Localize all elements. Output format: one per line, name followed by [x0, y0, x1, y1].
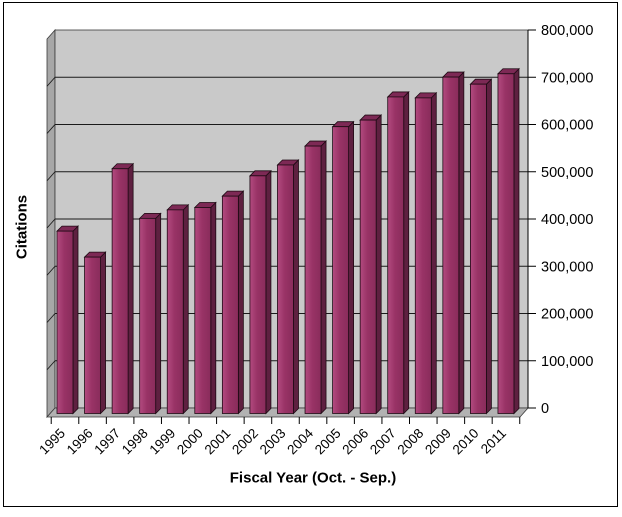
y-tick-label: 500,000 — [541, 165, 593, 181]
bar-1996 — [83, 251, 107, 415]
y-tick-label: 800,000 — [541, 23, 593, 39]
x-tick-label-2011: 2011 — [478, 426, 509, 457]
bar-1999 — [166, 203, 190, 415]
bar-1995 — [56, 225, 79, 415]
bar-side-face — [100, 251, 106, 415]
gridline-sidewall — [46, 124, 56, 134]
bar-side-face — [485, 78, 492, 415]
bar-front-face — [111, 168, 129, 414]
bar-side-face — [237, 190, 244, 415]
bar-side-face — [513, 67, 520, 415]
x-tick-label-2007: 2007 — [367, 426, 399, 458]
y-tick-label: 200,000 — [541, 307, 593, 323]
x-axis-title: Fiscal Year (Oct. - Sep.) — [229, 469, 397, 487]
bars — [56, 67, 520, 415]
y-tick-label: 600,000 — [541, 118, 593, 134]
bar-front-face — [332, 126, 350, 414]
bar-2002 — [248, 169, 272, 415]
bar-front-face — [442, 76, 460, 414]
bar-side-face — [348, 120, 355, 415]
bar-front-face — [249, 175, 267, 414]
bar-2000 — [193, 201, 217, 415]
x-tick-label-2003: 2003 — [257, 426, 289, 458]
bar-2006 — [359, 114, 383, 415]
bar-front-face — [497, 73, 515, 414]
bar-side-face — [182, 203, 189, 415]
x-tick-label-2005: 2005 — [312, 426, 344, 458]
x-tick-label-1998: 1998 — [119, 426, 151, 458]
x-axis-ticks — [50, 417, 521, 424]
bar-side-face — [320, 140, 327, 415]
y-axis-title: Citations — [13, 194, 31, 260]
bar-2008 — [414, 91, 438, 415]
bar-1998 — [138, 212, 162, 415]
bar-front-face — [84, 256, 101, 414]
bar-front-face — [414, 97, 432, 414]
gridline-sidewall — [46, 313, 56, 323]
bar-front-face — [194, 207, 212, 414]
x-tick-label-1997: 1997 — [91, 426, 123, 458]
gridline-sidewall — [46, 218, 56, 229]
x-tick-label-2008: 2008 — [395, 426, 427, 458]
bar-front-face — [166, 209, 184, 414]
bar-front-face — [56, 230, 74, 414]
gridline-sidewall — [46, 171, 56, 182]
x-tick-label-2009: 2009 — [422, 426, 454, 458]
bar-2005 — [331, 120, 355, 415]
y-tick-label: 100,000 — [541, 354, 593, 370]
x-tick-label-2001: 2001 — [202, 426, 234, 458]
bar-side-face — [375, 114, 382, 415]
x-tick-label-1996: 1996 — [64, 426, 96, 458]
x-tick-label-2010: 2010 — [450, 426, 482, 458]
gridline-sidewall — [46, 76, 56, 87]
bar-2010 — [469, 78, 493, 415]
bar-1997 — [111, 162, 135, 415]
bar-side-face — [430, 91, 437, 415]
bar-2009 — [441, 71, 465, 415]
bar-side-face — [127, 162, 134, 415]
bar-front-face — [469, 83, 487, 414]
bar-2007 — [386, 90, 410, 415]
bar-front-face — [304, 145, 322, 414]
bar-2003 — [276, 158, 300, 415]
bar-side-face — [293, 158, 299, 415]
y-tick-label: 700,000 — [541, 70, 593, 86]
bar-2011 — [496, 67, 520, 415]
y-axis: 0 100,000 200,000 300,000 400,000 500,000 600,… — [527, 23, 593, 417]
bar-2001 — [221, 190, 245, 415]
gridline-sidewall — [46, 265, 56, 276]
x-axis-labels: 1995199619971998199920002001200220032004… — [36, 425, 509, 457]
bar-side-face — [210, 201, 217, 415]
bar-side-face — [458, 71, 465, 415]
y-tick-label: 300,000 — [541, 259, 593, 275]
bar-side-face — [72, 225, 79, 415]
x-tick-label-2004: 2004 — [284, 425, 316, 457]
x-tick-label-2002: 2002 — [229, 426, 261, 458]
bar-front-face — [139, 217, 157, 414]
bar-front-face — [387, 96, 405, 414]
x-tick-label-1999: 1999 — [147, 426, 179, 458]
bar-side-face — [403, 90, 410, 415]
bar-side-face — [265, 169, 272, 415]
bar-front-face — [221, 195, 239, 414]
x-tick-label-1995: 1995 — [36, 426, 68, 458]
bar-front-face — [277, 164, 294, 414]
x-tick-label-2006: 2006 — [339, 426, 371, 458]
y-tick-label: 0 — [541, 401, 549, 417]
y-tick-label: 400,000 — [541, 212, 593, 228]
x-tick-label-2000: 2000 — [174, 426, 206, 458]
gridline-sidewall — [46, 360, 56, 371]
bar-front-face — [359, 119, 377, 414]
bar-2004 — [304, 140, 328, 415]
bar-side-face — [155, 212, 162, 415]
